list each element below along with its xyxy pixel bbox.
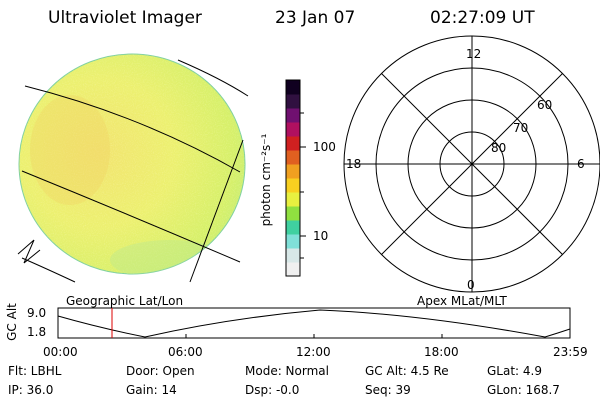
colorbar-frame: [285, 79, 301, 277]
colorbar-segment: [286, 192, 300, 207]
earth-disk-image: [18, 53, 246, 275]
time-tick-2: 12:00: [296, 345, 331, 359]
altitude-plot: [57, 307, 571, 339]
colorbar-tick-100: 100: [313, 140, 336, 154]
altitude-ytick-high: 9.0: [27, 306, 47, 320]
info-filter: Flt: LBHL: [8, 364, 62, 378]
polar-grid: [343, 35, 600, 293]
colorbar-segment: [286, 136, 300, 151]
altitude-ytick-low: 1.8: [27, 325, 47, 339]
colorbar-segment: [286, 206, 300, 221]
colorbar: [285, 79, 301, 277]
colorbar-ticks: [300, 112, 306, 259]
time-tick-3: 18:00: [424, 345, 459, 359]
altitude-curve: [57, 309, 571, 338]
colorbar-segment: [286, 94, 300, 109]
lat-label-60: 60: [537, 98, 553, 112]
colorbar-segment: [286, 234, 300, 249]
time-tick-1: 06:00: [168, 345, 203, 359]
time-tick-4: 23:59: [553, 345, 588, 359]
colorbar-segment: [286, 108, 300, 123]
colorbar-segment: [286, 248, 300, 263]
colorbar-segment: [286, 80, 300, 95]
info-door: Door: Open: [126, 364, 195, 378]
colorbar-segment: [286, 220, 300, 235]
info-ip: IP: 36.0: [8, 383, 54, 397]
mlt-label-12: 12: [466, 47, 482, 61]
colorbar-unit-label: photon cm⁻²s⁻¹: [259, 133, 273, 227]
altitude-ylabel: GC Alt: [5, 303, 19, 341]
mlt-label-18: 18: [346, 157, 362, 171]
app-title: Ultraviolet Imager: [48, 8, 202, 28]
mlt-label-6: 6: [577, 157, 585, 171]
colorbar-tick-10: 10: [313, 229, 329, 243]
lat-label-70: 70: [513, 121, 529, 135]
lat-label-80: 80: [491, 141, 507, 155]
info-gain: Gain: 14: [126, 383, 177, 397]
colorbar-segment: [286, 150, 300, 165]
colorbar-segment: [286, 262, 300, 277]
info-dsp: Dsp: -0.0: [245, 383, 300, 397]
polar-caption: Apex MLat/MLT: [417, 294, 507, 308]
geo-grid-lines: [17, 59, 249, 283]
info-gc-alt: GC Alt: 4.5 Re: [365, 364, 449, 378]
info-mode: Mode: Normal: [245, 364, 329, 378]
time-tick-0: 00:00: [43, 345, 78, 359]
mlt-label-0: 0: [467, 278, 475, 292]
time-label: 02:27:09 UT: [430, 8, 535, 28]
geo-caption: Geographic Lat/Lon: [66, 294, 184, 308]
colorbar-segment: [286, 164, 300, 179]
info-seq: Seq: 39: [365, 383, 411, 397]
date-label: 23 Jan 07: [275, 8, 356, 28]
info-glat: GLat: 4.9: [487, 364, 542, 378]
info-glon: GLon: 168.7: [487, 383, 560, 397]
colorbar-segment: [286, 122, 300, 137]
colorbar-segment: [286, 178, 300, 193]
